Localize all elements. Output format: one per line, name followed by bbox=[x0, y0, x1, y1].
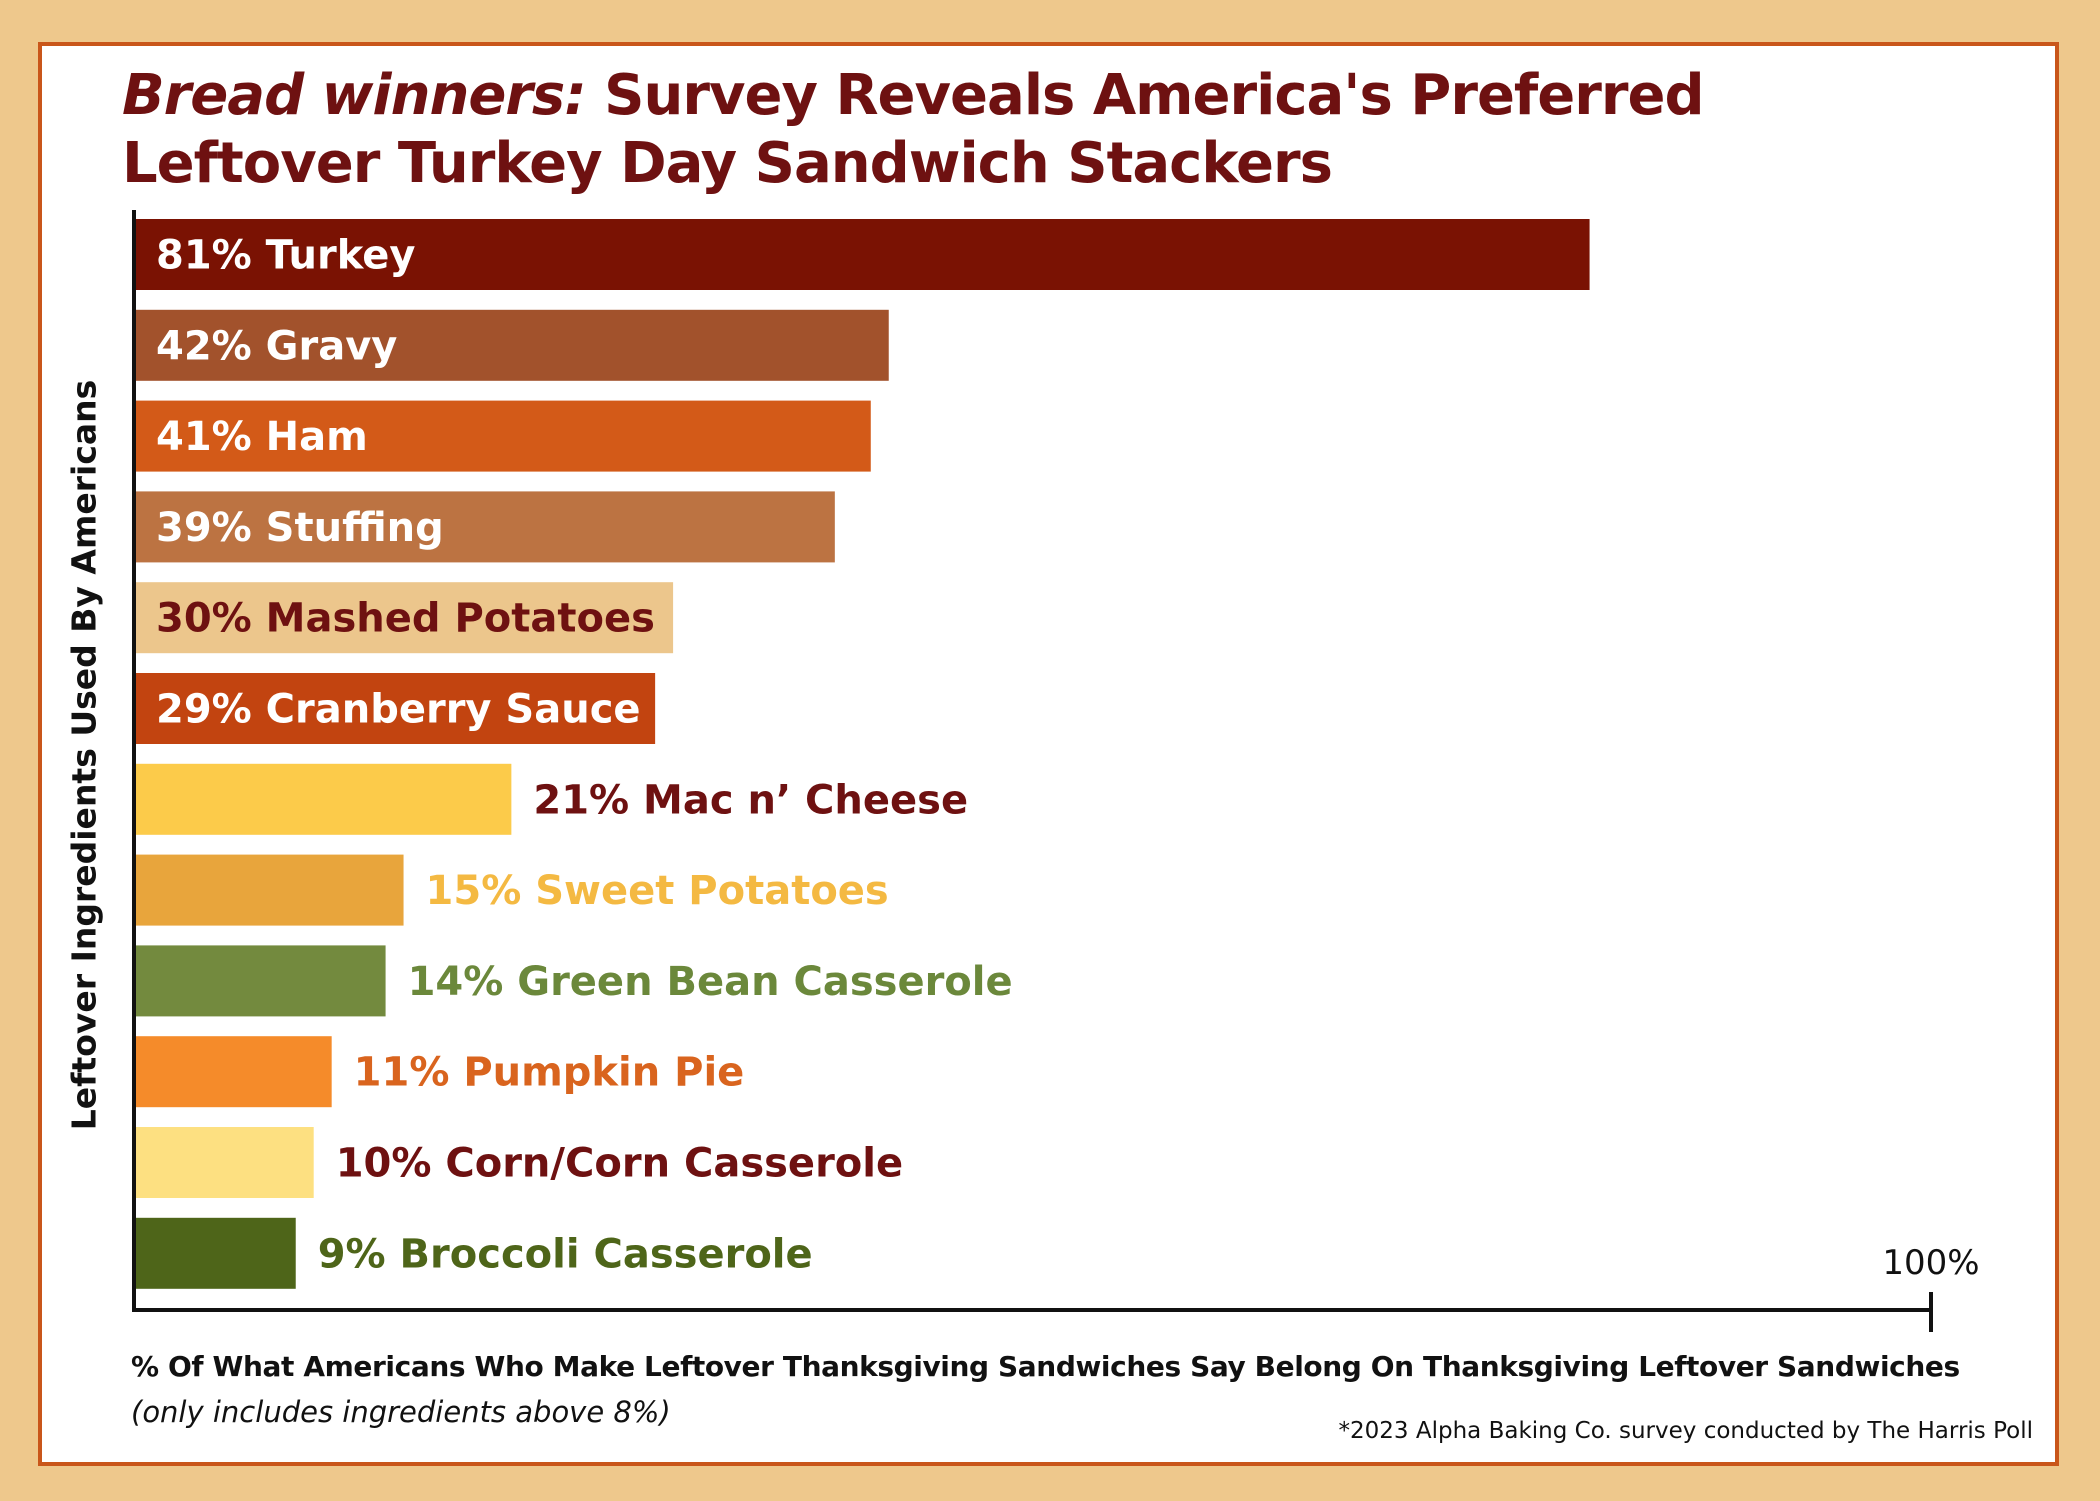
bar-label: 42% Gravy bbox=[156, 323, 397, 369]
bar bbox=[134, 1036, 332, 1108]
bar bbox=[134, 1217, 296, 1289]
bar-label: 10% Corn/Corn Casserole bbox=[336, 1141, 903, 1187]
title-lead: Bread winners: bbox=[122, 63, 587, 128]
bar-label: 21% Mac n’ Cheese bbox=[533, 777, 968, 823]
x-axis-label: % Of What Americans Who Make Leftover Th… bbox=[131, 1350, 1960, 1383]
title-line2: Leftover Turkey Day Sandwich Stackers bbox=[122, 131, 1333, 196]
bar-label: 14% Green Bean Casserole bbox=[408, 959, 1013, 1005]
bar bbox=[134, 582, 674, 654]
bar-label: 81% Turkey bbox=[156, 233, 416, 279]
bar bbox=[134, 219, 1590, 290]
bars-group: 81% Turkey 42% Gravy 41% Ham 39% Stuffing 30… bbox=[134, 219, 1590, 1289]
y-axis-label: Leftover Ingredients Used By Americans bbox=[64, 379, 104, 1131]
x-axis-end-label: 100% bbox=[1882, 1243, 1979, 1283]
bar bbox=[134, 854, 404, 926]
bar bbox=[134, 945, 386, 1017]
chart-title: Bread winners: Survey Reveals America's … bbox=[122, 62, 1822, 198]
bar-label: 11% Pumpkin Pie bbox=[354, 1050, 745, 1096]
bar-label: 29% Cranberry Sauce bbox=[156, 687, 641, 733]
bar-label: 30% Mashed Potatoes bbox=[156, 596, 655, 642]
bar bbox=[134, 309, 889, 381]
bar bbox=[134, 1127, 314, 1198]
bar-label: 9% Broccoli Casserole bbox=[318, 1231, 813, 1277]
chart-note: (only includes ingredients above 8%) bbox=[131, 1395, 671, 1429]
source-note: *2023 Alpha Baking Co. survey conducted … bbox=[1338, 1418, 2033, 1444]
bar bbox=[134, 491, 835, 563]
title-line1-rest: Survey Reveals America's Preferred bbox=[585, 63, 1704, 128]
bar bbox=[134, 400, 871, 472]
bar bbox=[134, 673, 656, 744]
bar-label: 41% Ham bbox=[156, 414, 368, 460]
bar bbox=[134, 763, 512, 835]
bar-label: 39% Stuffing bbox=[156, 505, 444, 551]
bar-label: 15% Sweet Potatoes bbox=[426, 868, 889, 914]
